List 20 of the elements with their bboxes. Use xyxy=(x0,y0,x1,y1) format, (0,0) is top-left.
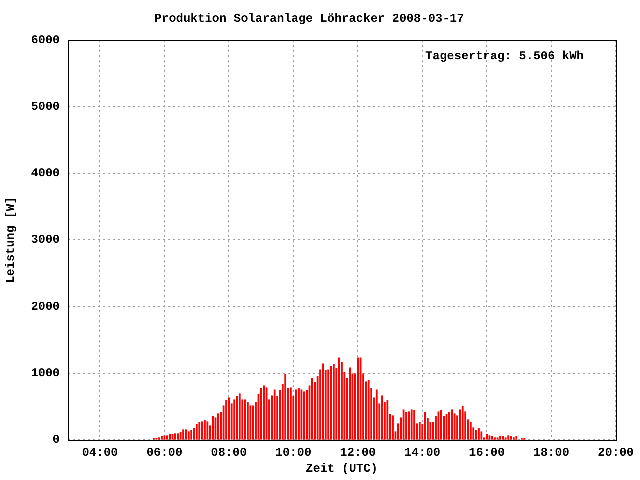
y-tick-label: 2000 xyxy=(31,300,60,314)
x-axis-title: Zeit (UTC) xyxy=(306,462,378,476)
x-tick-label: 06:00 xyxy=(146,446,183,460)
x-tick-label: 16:00 xyxy=(469,446,506,460)
x-tick-label: 20:00 xyxy=(598,446,634,460)
y-tick-label: 1000 xyxy=(31,366,60,380)
x-tick-label: 10:00 xyxy=(276,446,312,460)
x-tick-label: 12:00 xyxy=(340,446,376,460)
chart-title: Produktion Solaranlage Löhracker 2008-03-17 xyxy=(154,12,464,26)
x-tick-label: 18:00 xyxy=(534,446,570,460)
y-tick-label: 5000 xyxy=(31,100,60,114)
y-tick-label: 0 xyxy=(52,433,60,448)
x-tick-label: 08:00 xyxy=(211,446,248,460)
y-tick-label: 3000 xyxy=(31,233,60,248)
annotation: Tagesertrag: 5.506 kWh xyxy=(426,49,584,64)
y-tick-label: 6000 xyxy=(31,33,60,48)
x-tick-label: 04:00 xyxy=(82,446,118,460)
y-tick-label: 4000 xyxy=(31,166,60,181)
y-axis-title: Leistung [W] xyxy=(4,196,18,284)
x-tick-label: 14:00 xyxy=(404,446,441,460)
